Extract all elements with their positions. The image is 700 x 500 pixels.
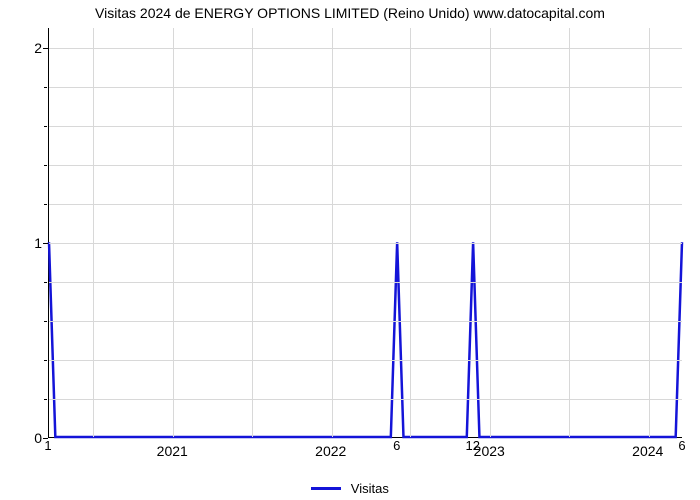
plot-area [48, 28, 682, 438]
x-num-label: 1 [44, 438, 51, 453]
visits-chart: Visitas 2024 de ENERGY OPTIONS LIMITED (… [0, 0, 700, 500]
legend: Visitas [0, 480, 700, 496]
grid-h [49, 360, 682, 361]
x-year-label: 2021 [157, 443, 188, 459]
y-tick-label: 0 [6, 430, 42, 446]
y-minor-tick [44, 126, 47, 127]
legend-label: Visitas [351, 481, 389, 496]
x-num-label: 6 [678, 438, 685, 453]
grid-h [49, 48, 682, 49]
grid-v [332, 28, 333, 437]
y-minor-tick [44, 165, 47, 166]
grid-h [49, 399, 682, 400]
data-svg [49, 28, 682, 437]
grid-v [649, 28, 650, 437]
grid-v [410, 28, 411, 437]
grid-v [93, 28, 94, 437]
y-minor-tick [44, 399, 47, 400]
grid-h [49, 204, 682, 205]
x-year-label: 2022 [315, 443, 346, 459]
grid-h [49, 87, 682, 88]
grid-h [49, 126, 682, 127]
grid-h [49, 282, 682, 283]
legend-swatch [311, 487, 341, 490]
x-num-label: 12 [466, 438, 480, 453]
x-num-label: 6 [393, 438, 400, 453]
y-minor-tick [44, 204, 47, 205]
grid-v [173, 28, 174, 437]
y-minor-tick [44, 87, 47, 88]
grid-h [49, 321, 682, 322]
y-tick-label: 1 [6, 235, 42, 251]
y-minor-tick [44, 360, 47, 361]
grid-h [49, 243, 682, 244]
grid-v [569, 28, 570, 437]
grid-v [490, 28, 491, 437]
chart-title: Visitas 2024 de ENERGY OPTIONS LIMITED (… [0, 5, 700, 21]
grid-v [252, 28, 253, 437]
y-minor-tick [44, 282, 47, 283]
y-tick-label: 2 [6, 40, 42, 56]
grid-h [49, 165, 682, 166]
x-year-label: 2024 [632, 443, 663, 459]
y-minor-tick [44, 321, 47, 322]
